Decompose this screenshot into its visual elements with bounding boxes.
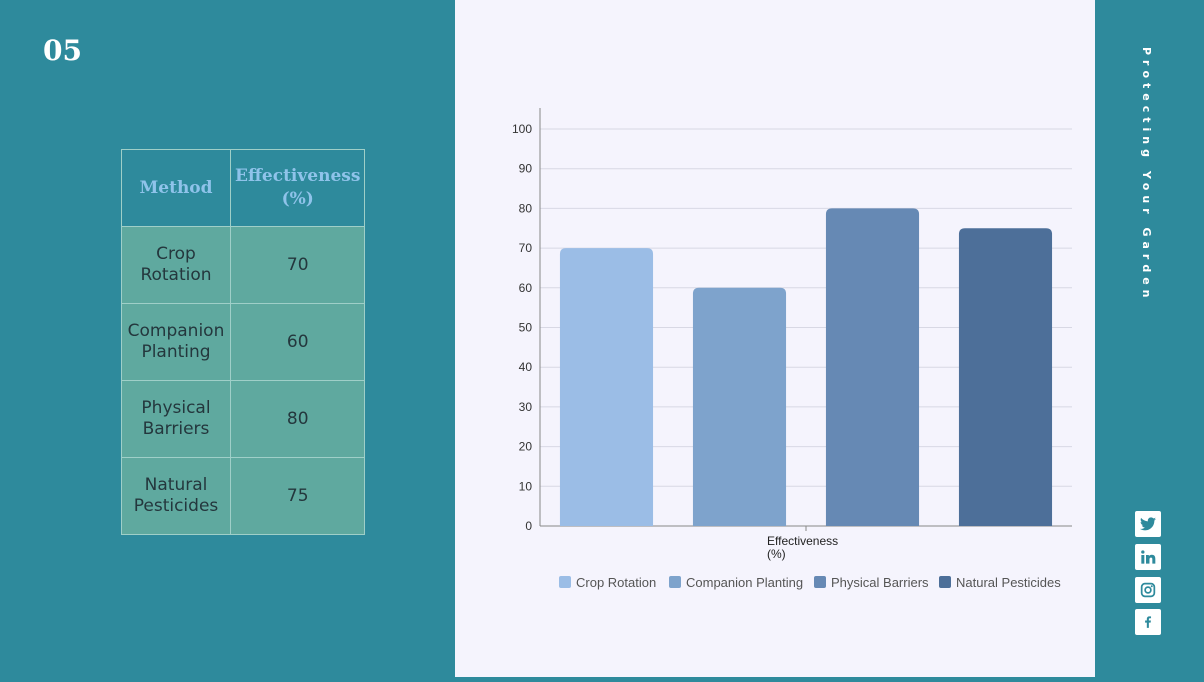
table-cell-method: Companion Planting (121, 303, 231, 381)
legend-swatch (814, 576, 826, 588)
table-cell-value: 70 (229, 226, 366, 304)
legend-swatch (669, 576, 681, 588)
table-row: Physical Barriers 80 (121, 380, 366, 458)
table-cell-method: Physical Barriers (121, 380, 231, 458)
legend-swatch (559, 576, 571, 588)
table-header-effectiveness: Effectiveness (%) (229, 149, 366, 227)
legend-label: Crop Rotation (576, 575, 656, 590)
y-tick-label: 10 (519, 479, 533, 493)
table-cell-value: 60 (229, 303, 366, 381)
side-title: Protecting Your Garden (1140, 47, 1153, 303)
y-tick-label: 90 (519, 162, 533, 176)
bar-companion-planting (692, 287, 787, 526)
y-tick-label: 30 (519, 400, 533, 414)
table-header-method: Method (121, 149, 231, 227)
legend-swatch (939, 576, 951, 588)
table-row: Companion Planting 60 (121, 303, 366, 381)
table-cell-method: Natural Pesticides (121, 457, 231, 535)
twitter-icon[interactable] (1135, 511, 1161, 537)
bar-chart: 0 10 20 30 40 50 60 70 80 90 100 Effectiveness (%) Cr… (512, 108, 1072, 590)
facebook-icon[interactable] (1135, 609, 1161, 635)
slide-number: 05 (43, 34, 82, 67)
y-tick-label: 100 (512, 122, 532, 136)
table-cell-value: 75 (229, 457, 366, 535)
legend-label: Companion Planting (686, 575, 803, 590)
y-tick-label: 0 (525, 519, 532, 533)
y-tick-label: 60 (519, 281, 533, 295)
table-row: Crop Rotation 70 (121, 226, 366, 304)
y-tick-label: 70 (519, 241, 533, 255)
y-tick-label: 20 (519, 440, 533, 454)
x-axis-label: Effectiveness (%) (767, 534, 838, 561)
y-tick-label: 50 (519, 321, 533, 335)
y-tick-label: 40 (519, 360, 533, 374)
chart-panel: 0 10 20 30 40 50 60 70 80 90 100 Effectiveness (%) Cr… (455, 0, 1095, 677)
table-row: Natural Pesticides 75 (121, 457, 366, 535)
bar-physical-barriers (825, 208, 920, 526)
legend-label: Natural Pesticides (956, 575, 1061, 590)
bar-crop-rotation (559, 248, 654, 526)
instagram-icon[interactable] (1135, 577, 1161, 603)
bar-natural-pesticides (958, 228, 1053, 526)
y-tick-label: 80 (519, 201, 533, 215)
linkedin-icon[interactable] (1135, 544, 1161, 570)
data-table: Method Effectiveness (%) Crop Rotation 7… (121, 149, 366, 535)
table-cell-method: Crop Rotation (121, 226, 231, 304)
legend-label: Physical Barriers (831, 575, 929, 590)
table-cell-value: 80 (229, 380, 366, 458)
